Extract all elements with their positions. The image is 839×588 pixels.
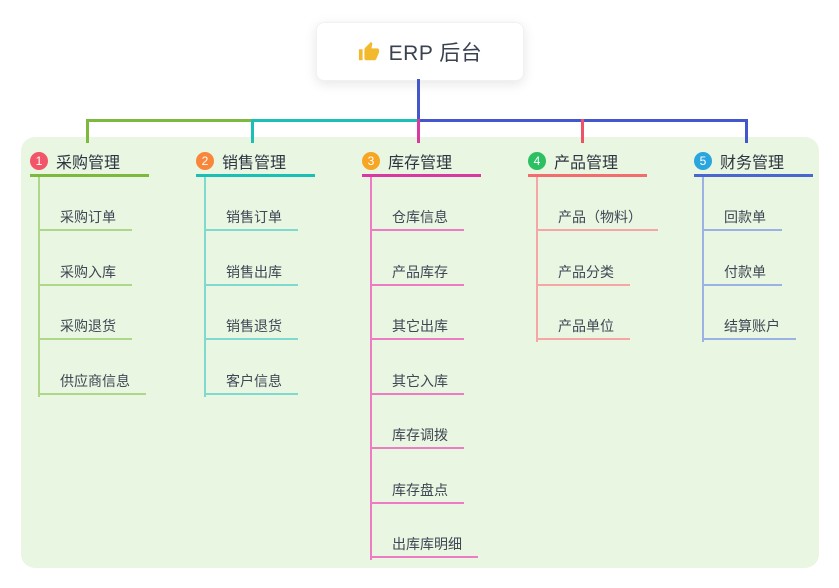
child-node: 产品（物料） (536, 206, 658, 231)
child-connector-line (370, 177, 372, 560)
child-node: 采购退货 (38, 315, 132, 340)
child-node: 仓库信息 (370, 206, 464, 231)
child-node: 结算账户 (702, 315, 796, 340)
branch-number-badge: 1 (30, 152, 48, 170)
child-node: 付款单 (702, 261, 782, 286)
child-node: 产品分类 (536, 261, 630, 286)
child-node: 销售退货 (204, 315, 298, 340)
child-node: 其它入库 (370, 370, 464, 395)
child-node: 采购入库 (38, 261, 132, 286)
thumbs-up-icon (358, 41, 379, 60)
branch-underline (694, 174, 813, 177)
mindmap-background-panel (21, 137, 819, 568)
branch-number-badge: 3 (362, 152, 380, 170)
child-node: 产品库存 (370, 261, 464, 286)
branch-underline (30, 174, 149, 177)
branch-node-1: 1 采购管理 (30, 148, 149, 174)
branch-number-badge: 2 (196, 152, 214, 170)
branch-underline (528, 174, 647, 177)
bus-segment-purchase (86, 119, 253, 122)
child-node: 库存盘点 (370, 479, 464, 504)
branch-label: 财务管理 (720, 155, 785, 172)
branch-node-5: 5 财务管理 (694, 148, 813, 174)
branch-underline (196, 174, 315, 177)
child-node: 供应商信息 (38, 370, 146, 395)
branch-node-3: 3 库存管理 (362, 148, 481, 174)
branch-stub-1 (86, 119, 89, 143)
branch-label: 库存管理 (388, 155, 453, 172)
child-connector-line (38, 177, 40, 397)
branch-number-badge: 4 (528, 152, 546, 170)
child-node: 产品单位 (536, 315, 630, 340)
branch-number-badge: 5 (694, 152, 712, 170)
child-connector-line (204, 177, 206, 397)
child-node: 采购订单 (38, 206, 132, 231)
child-node: 其它出库 (370, 315, 464, 340)
branch-label: 采购管理 (56, 155, 121, 172)
child-connector-line (536, 177, 538, 342)
branch-stub-4 (581, 119, 584, 143)
branch-stub-3 (417, 119, 420, 143)
branch-node-2: 2 销售管理 (196, 148, 315, 174)
root-node-erp-backend: ERP 后台 (316, 22, 524, 81)
child-node: 库存调拨 (370, 424, 464, 449)
bus-segment-sales (251, 119, 419, 122)
root-connector-line (417, 79, 420, 121)
child-connector-line (702, 177, 704, 342)
child-node: 出库库明细 (370, 533, 478, 558)
branch-label: 产品管理 (554, 155, 619, 172)
branch-stub-5 (745, 119, 748, 143)
child-node: 销售订单 (204, 206, 298, 231)
branch-underline (362, 174, 481, 177)
child-node: 客户信息 (204, 370, 298, 395)
branch-label: 销售管理 (222, 155, 287, 172)
child-node: 销售出库 (204, 261, 298, 286)
branch-stub-2 (251, 119, 254, 143)
child-node: 回款单 (702, 206, 782, 231)
branch-node-4: 4 产品管理 (528, 148, 647, 174)
root-node-title: ERP 后台 (388, 41, 483, 65)
